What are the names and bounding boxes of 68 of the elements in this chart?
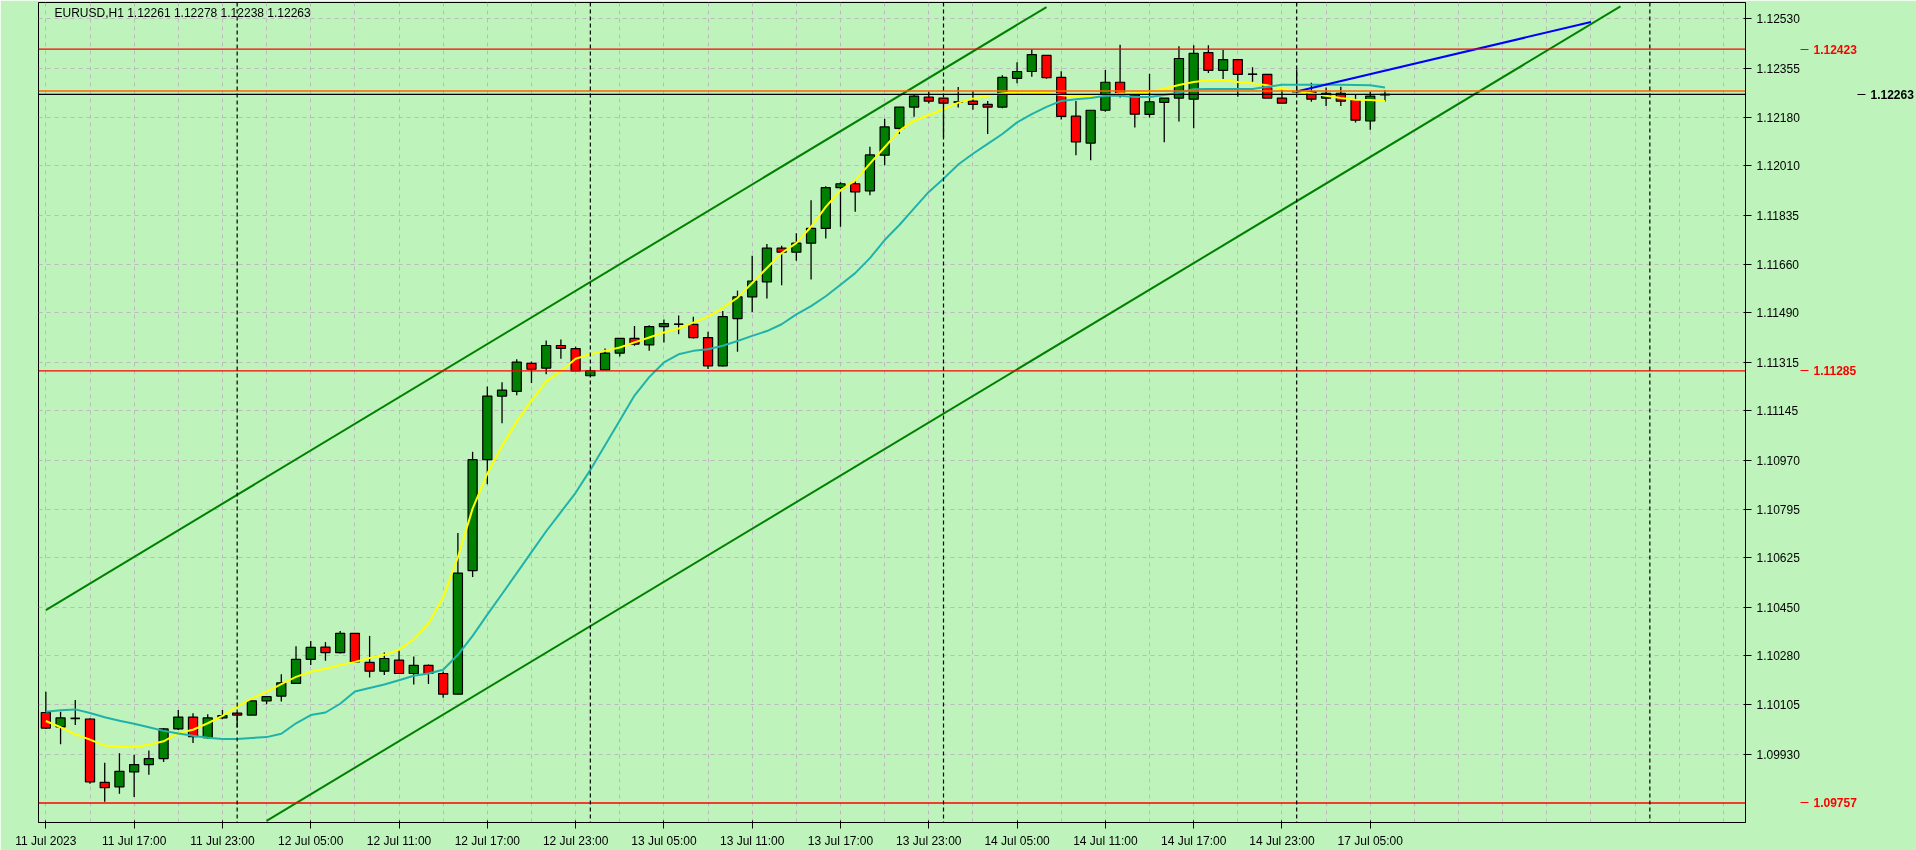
candlestick [982, 100, 993, 135]
y-tick-label: 1.10450 [1756, 600, 1801, 615]
x-tick-label: 11 Jul 2023 [15, 833, 77, 848]
x-tick-label: 12 Jul 05:00 [278, 833, 344, 848]
candlestick [438, 670, 449, 699]
candlestick [541, 339, 552, 375]
ref-line-label: 1.09757 [1813, 796, 1858, 811]
y-tick-label: 1.11490 [1756, 306, 1800, 321]
ref-line-label: 1.11285 [1813, 364, 1857, 379]
candlestick [276, 673, 287, 703]
y-tick-label: 1.10625 [1756, 551, 1801, 566]
candlestick [114, 752, 125, 795]
candlestick [69, 699, 81, 726]
candlestick [658, 318, 670, 344]
y-tick-label: 1.10970 [1756, 453, 1801, 468]
candlestick [1026, 48, 1037, 78]
y-tick-label: 1.10280 [1756, 648, 1801, 663]
candlestick [1159, 97, 1170, 143]
x-tick-label: 14 Jul 23:00 [1249, 833, 1315, 848]
x-tick-label: 11 Jul 17:00 [101, 833, 167, 848]
x-tick-label: 17 Jul 05:00 [1337, 833, 1404, 848]
y-tick-label: 1.10795 [1756, 502, 1801, 517]
y-tick-label: 1.10105 [1756, 698, 1801, 713]
candlestick [143, 749, 155, 776]
candlestick [408, 655, 419, 686]
chart-title: EURUSD,H1 1.12261 1.12278 1.12238 1.12263 [54, 5, 312, 20]
candlestick [732, 289, 743, 353]
y-tick-label: 1.12180 [1756, 111, 1801, 126]
x-tick-label: 13 Jul 05:00 [631, 833, 697, 848]
candlestick [128, 753, 140, 798]
candlestick [599, 347, 611, 371]
x-tick-label: 14 Jul 17:00 [1160, 833, 1227, 848]
y-tick-label: 1.12010 [1756, 159, 1801, 174]
y-tick-label: 1.11145 [1756, 404, 1799, 419]
x-tick-label: 13 Jul 17:00 [807, 833, 874, 848]
ref-line-label: 1.12423 [1813, 42, 1858, 57]
candlestick [1041, 54, 1052, 80]
y-tick-label: 1.09930 [1756, 747, 1801, 762]
candlestick [791, 232, 802, 262]
candlestick [496, 381, 508, 424]
y-tick-label: 1.12355 [1756, 61, 1801, 76]
candlestick [379, 651, 390, 676]
candlestick [1011, 61, 1023, 85]
ref-line-label: 1.12263 [1870, 87, 1915, 102]
x-tick-label: 12 Jul 23:00 [542, 833, 609, 848]
candlestick [555, 338, 567, 360]
x-tick-label: 14 Jul 05:00 [984, 833, 1051, 848]
y-tick-label: 1.11660 [1756, 258, 1800, 273]
candlestick [55, 711, 66, 745]
x-tick-label: 12 Jul 11:00 [366, 833, 432, 848]
candlestick [850, 179, 861, 213]
y-tick-label: 1.11315 [1756, 355, 1800, 370]
x-tick-label: 13 Jul 23:00 [896, 833, 962, 848]
candlestick [1217, 49, 1229, 81]
candlestick [320, 641, 331, 662]
candlestick [673, 314, 684, 335]
candlestick [835, 181, 846, 228]
y-tick-label: 1.12530 [1756, 12, 1801, 27]
y-tick-label: 1.11835 [1756, 208, 1800, 223]
candlestick [40, 691, 52, 730]
x-tick-label: 14 Jul 11:00 [1073, 833, 1138, 848]
x-tick-label: 12 Jul 17:00 [454, 833, 521, 848]
x-tick-label: 13 Jul 11:00 [719, 833, 785, 848]
candlestick [805, 199, 817, 281]
x-tick-label: 11 Jul 23:00 [190, 833, 256, 848]
candlestick [305, 640, 316, 666]
candlestick [894, 106, 905, 135]
candlestick [364, 635, 375, 679]
